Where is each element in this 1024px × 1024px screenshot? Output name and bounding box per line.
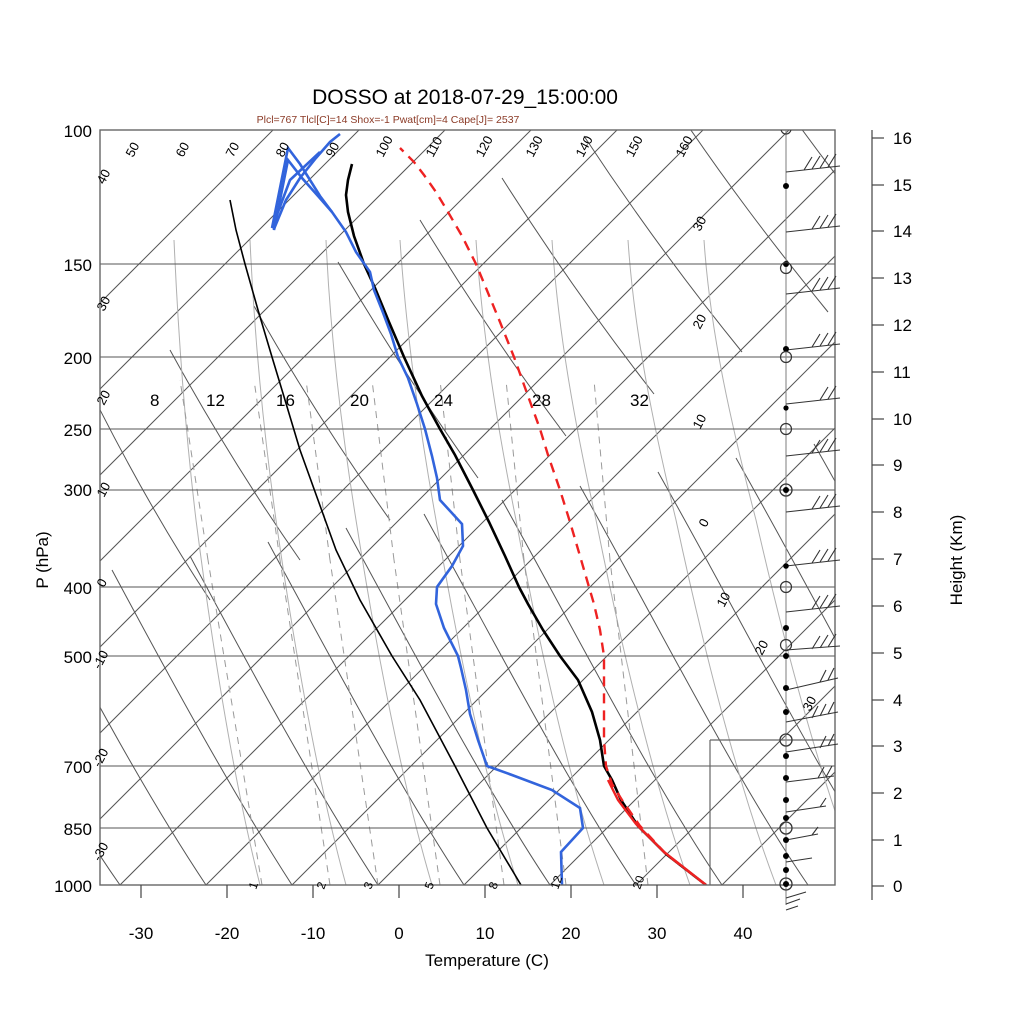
plot-frame — [99, 129, 836, 886]
dry-adiabat-label-3: 80 — [272, 140, 292, 160]
pressure-tick-700: 700 — [64, 758, 92, 777]
mixing-ratio-label-1: 2 — [314, 880, 330, 891]
temp-tick-40: 40 — [734, 924, 753, 943]
height-tick-4: 4 — [893, 691, 902, 710]
frame-extension — [709, 739, 835, 885]
wind-barbs — [785, 153, 841, 911]
dewpoint-curve-upper — [272, 156, 333, 231]
profile-curves — [229, 132, 707, 885]
temp-tick--20: -20 — [215, 924, 240, 943]
isotherm-lines — [100, 130, 835, 885]
moist-adiabat-lines — [173, 239, 835, 885]
isotherm-label-left-2: 20 — [93, 388, 113, 408]
pressure-axis: 100 150 200 250 300 400 500 700 850 1000… — [33, 122, 92, 896]
temp-tick-30: 30 — [648, 924, 667, 943]
isotherm-label-left-3: 10 — [93, 480, 113, 500]
pressure-tick-150: 150 — [64, 256, 92, 275]
parcel-path-curve — [399, 147, 707, 885]
wind-barb-panel — [779, 130, 841, 911]
grid-lines — [100, 130, 835, 885]
temperature-axis: -30 -20 -10 0 10 20 30 40 Temperature (C… — [129, 885, 753, 970]
pressure-tick-400: 400 — [64, 579, 92, 598]
pressure-tick-300: 300 — [64, 481, 92, 500]
dry-adiabat-label-1: 60 — [172, 140, 192, 160]
height-tick-5: 5 — [893, 644, 902, 663]
height-tick-0: 0 — [893, 877, 902, 896]
temp-tick--30: -30 — [129, 924, 154, 943]
pressure-tick-1000: 1000 — [54, 877, 92, 896]
pressure-tick-250: 250 — [64, 421, 92, 440]
dry-adiabat-label-4: 90 — [322, 140, 342, 160]
height-tick-10: 10 — [893, 410, 912, 429]
mixing-ratio-label-6: 20 — [630, 873, 648, 891]
height-tick-12: 12 — [893, 316, 912, 335]
theta-label-3: 20 — [350, 391, 369, 410]
surface-overlap-segment — [606, 779, 707, 885]
isotherm-label-right-6: 30 — [799, 694, 819, 714]
dry-adiabat-label-2: 70 — [222, 140, 242, 160]
pressure-tick-100: 100 — [64, 122, 92, 141]
theta-label-4: 24 — [434, 391, 453, 410]
temp-tick-20: 20 — [562, 924, 581, 943]
dry-adiabat-label-0: 50 — [122, 140, 142, 160]
chart-subtitle: Plcl=767 Tlcl[C]=14 Shox=-1 Pwat[cm]=4 C… — [257, 114, 520, 126]
height-tick-14: 14 — [893, 222, 912, 241]
isotherm-label-right-5: 20 — [751, 638, 771, 658]
height-tick-3: 3 — [893, 737, 902, 756]
mixing-ratio-label-5: 12 — [548, 873, 566, 891]
height-tick-16: 16 — [893, 129, 912, 148]
height-tick-2: 2 — [893, 784, 902, 803]
isotherm-label-right-1: 20 — [689, 312, 709, 332]
theta-label-5: 28 — [532, 391, 551, 410]
mixing-ratio-label-3: 5 — [422, 880, 438, 891]
mixing-ratio-label-0: 1 — [246, 880, 262, 891]
height-tick-11: 11 — [893, 363, 911, 382]
theta-label-0: 8 — [150, 391, 159, 410]
theta-label-1: 12 — [206, 391, 225, 410]
temp-tick--10: -10 — [301, 924, 326, 943]
theta-label-2: 16 — [276, 391, 295, 410]
height-tick-7: 7 — [893, 550, 902, 569]
isotherm-label-right-2: 10 — [689, 412, 709, 432]
height-tick-9: 9 — [893, 456, 902, 475]
temperature-axis-title: Temperature (C) — [425, 951, 549, 970]
mixing-ratio-label-4: 8 — [486, 880, 502, 891]
isotherm-label-right-0: 30 — [689, 214, 709, 234]
chart-title: DOSSO at 2018-07-29_15:00:00 — [312, 86, 618, 109]
virtual-temperature-curve — [229, 199, 522, 885]
pressure-tick-500: 500 — [64, 648, 92, 667]
dewpoint-curve-top-segment — [272, 132, 341, 230]
isotherm-label-right-4: 10 — [713, 590, 733, 610]
dry-adiabat-lines — [100, 130, 835, 885]
pressure-axis-title: P (hPa) — [33, 531, 52, 588]
mixing-ratio-label-2: 3 — [361, 880, 377, 891]
height-axis: 0 1 2 3 4 5 6 7 8 9 10 11 12 13 14 15 16… — [871, 129, 966, 900]
height-tick-15: 15 — [893, 176, 912, 195]
isobar-lines — [100, 130, 835, 885]
height-tick-1: 1 — [893, 831, 902, 850]
height-tick-13: 13 — [893, 269, 912, 288]
wind-level-markers — [779, 130, 793, 891]
theta-label-6: 32 — [630, 391, 649, 410]
height-axis-title: Height (Km) — [947, 515, 966, 606]
height-tick-6: 6 — [893, 597, 902, 616]
isotherm-label-left-1: 30 — [93, 294, 113, 314]
temp-tick-0: 0 — [394, 924, 403, 943]
pressure-tick-850: 850 — [64, 820, 92, 839]
temp-tick-10: 10 — [476, 924, 495, 943]
pressure-tick-200: 200 — [64, 349, 92, 368]
height-tick-8: 8 — [893, 503, 902, 522]
isotherm-label-left-0: 40 — [93, 167, 113, 187]
temperature-curve — [344, 163, 707, 885]
